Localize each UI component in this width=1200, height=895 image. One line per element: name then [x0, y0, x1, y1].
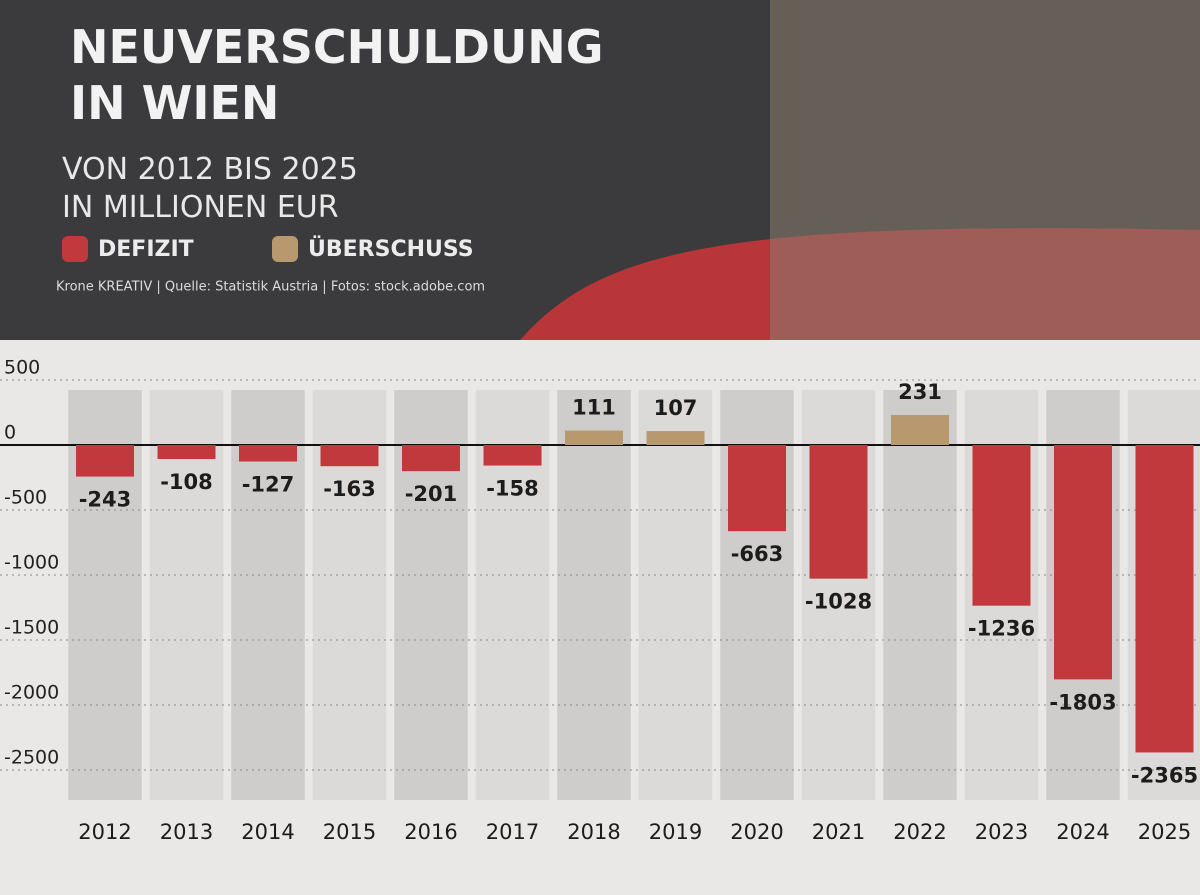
column-stripe [883, 390, 957, 800]
bar [157, 445, 216, 460]
x-tick-label: 2018 [567, 820, 620, 844]
bar [728, 445, 786, 532]
data-label: -1028 [805, 590, 872, 614]
x-tick-label: 2024 [1056, 820, 1109, 844]
x-tick-label: 2013 [160, 820, 213, 844]
bar [320, 445, 379, 467]
legend-swatch [272, 236, 298, 262]
bar [239, 445, 297, 462]
legend-swatch [62, 236, 88, 262]
y-tick-label: -1500 [4, 617, 59, 639]
chart-subtitle: VON 2012 BIS 2025 IN MILLIONEN EUR [62, 152, 358, 225]
y-tick-label: -2000 [4, 682, 59, 704]
bar [1135, 445, 1194, 753]
data-label: -2365 [1131, 763, 1198, 787]
x-tick-label: 2016 [404, 820, 457, 844]
decor-building [770, 0, 1200, 340]
bar [402, 445, 460, 472]
column-stripe [557, 390, 631, 800]
y-tick-label: 0 [4, 422, 16, 444]
bar [565, 430, 623, 445]
data-label: -163 [323, 477, 376, 501]
data-label: -201 [405, 482, 458, 506]
data-label: -243 [79, 488, 132, 512]
data-label: -663 [731, 542, 784, 566]
data-label: -1803 [1049, 690, 1116, 714]
y-tick-label: 500 [4, 357, 40, 379]
x-tick-label: 2023 [975, 820, 1028, 844]
source: Krone KREATIV | Quelle: Statistik Austri… [56, 280, 485, 295]
y-tick-label: -2500 [4, 747, 59, 769]
legend: DEFIZIT ÜBERSCHUSS [62, 236, 474, 262]
x-tick-label: 2020 [730, 820, 783, 844]
legend-label: ÜBERSCHUSS [308, 236, 474, 262]
bar [1054, 445, 1112, 680]
y-tick-label: -500 [4, 487, 47, 509]
x-tick-label: 2021 [812, 820, 865, 844]
data-label: -127 [242, 473, 295, 497]
x-tick-label: 2019 [649, 820, 702, 844]
data-label: 111 [572, 396, 616, 420]
bar [646, 431, 705, 445]
bar [972, 445, 1031, 606]
x-tick-label: 2012 [78, 820, 131, 844]
bar [483, 445, 542, 466]
y-tick-label: -1000 [4, 552, 59, 574]
data-label: 231 [898, 380, 942, 404]
bar [76, 445, 134, 477]
data-label: -158 [486, 477, 539, 501]
x-tick-label: 2025 [1138, 820, 1191, 844]
data-label: -108 [160, 470, 213, 494]
x-tick-label: 2022 [893, 820, 946, 844]
data-label: 107 [654, 396, 698, 420]
data-label: -1236 [968, 617, 1035, 641]
x-tick-label: 2015 [323, 820, 376, 844]
bar [809, 445, 868, 579]
column-stripe [638, 390, 713, 800]
x-tick-label: 2014 [241, 820, 294, 844]
bar [891, 414, 949, 445]
x-tick-label: 2017 [486, 820, 539, 844]
legend-label: DEFIZIT [98, 237, 194, 262]
chart-title: NEUVERSCHULDUNG IN WIEN [70, 20, 604, 130]
